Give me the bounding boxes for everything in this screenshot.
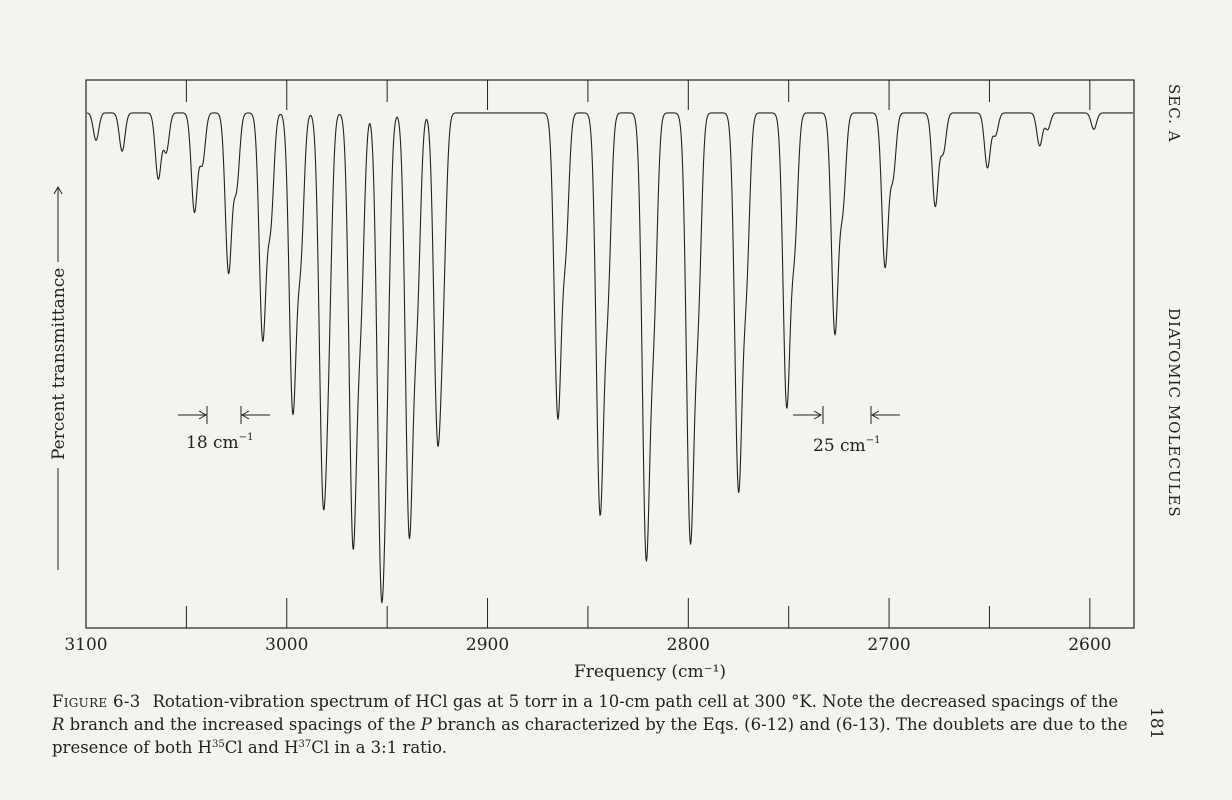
x-tick-labels: 3100 3000 2900 2800 2700 2600 (64, 635, 1111, 655)
spacing-marker-left (178, 406, 270, 424)
page-number: 181 (1146, 707, 1166, 740)
caption-r-symbol: R (52, 715, 65, 734)
y-axis-label-group: Percent transmittance (49, 185, 69, 570)
figure-caption: Figure 6-3 Rotation-vibration spectrum of… (52, 690, 1147, 759)
left-spacing-label: 18 cm−1 (186, 432, 253, 453)
x-tick-label: 2600 (1068, 635, 1111, 655)
running-head-section: SEC. A (1165, 84, 1183, 143)
caption-p-symbol: P (420, 715, 432, 734)
spacing-marker-right (793, 406, 900, 424)
x-tick-label: 2800 (667, 635, 710, 655)
left-arrowhead-1 (198, 410, 208, 420)
caption-line-3c: Cl in a 3:1 ratio. (311, 738, 447, 757)
x-axis-label: Frequency (cm⁻¹) (574, 662, 726, 682)
right-arrowhead-1 (813, 410, 823, 420)
right-spacing-label: 25 cm−1 (813, 435, 880, 456)
running-head-chapter: DIATOMIC MOLECULES (1165, 308, 1183, 518)
x-tick-label: 3000 (265, 635, 308, 655)
caption-label: Figure 6-3 (52, 692, 141, 711)
y-axis-arrowhead (53, 185, 63, 195)
x-tick-label: 3100 (64, 635, 107, 655)
caption-isotope-2: 37 (298, 739, 312, 750)
x-tick-label: 2900 (466, 635, 509, 655)
caption-line-3a: presence of both H (52, 738, 212, 757)
spectrum-trace (86, 112, 1134, 604)
x-tick-label: 2700 (867, 635, 910, 655)
tick-marks (85, 80, 1091, 628)
y-axis-label: Percent transmittance (49, 268, 69, 460)
plot-frame (85, 79, 1135, 629)
caption-line-2b: branch as characterized by the Eqs. (6-1… (431, 715, 1128, 734)
caption-line-3b: Cl and H (224, 738, 299, 757)
caption-isotope-1: 35 (212, 739, 225, 750)
caption-line-1: Rotation-vibration spectrum of HCl gas a… (152, 692, 1119, 711)
caption-line-2a: branch and the increased spacings of the (64, 715, 421, 734)
